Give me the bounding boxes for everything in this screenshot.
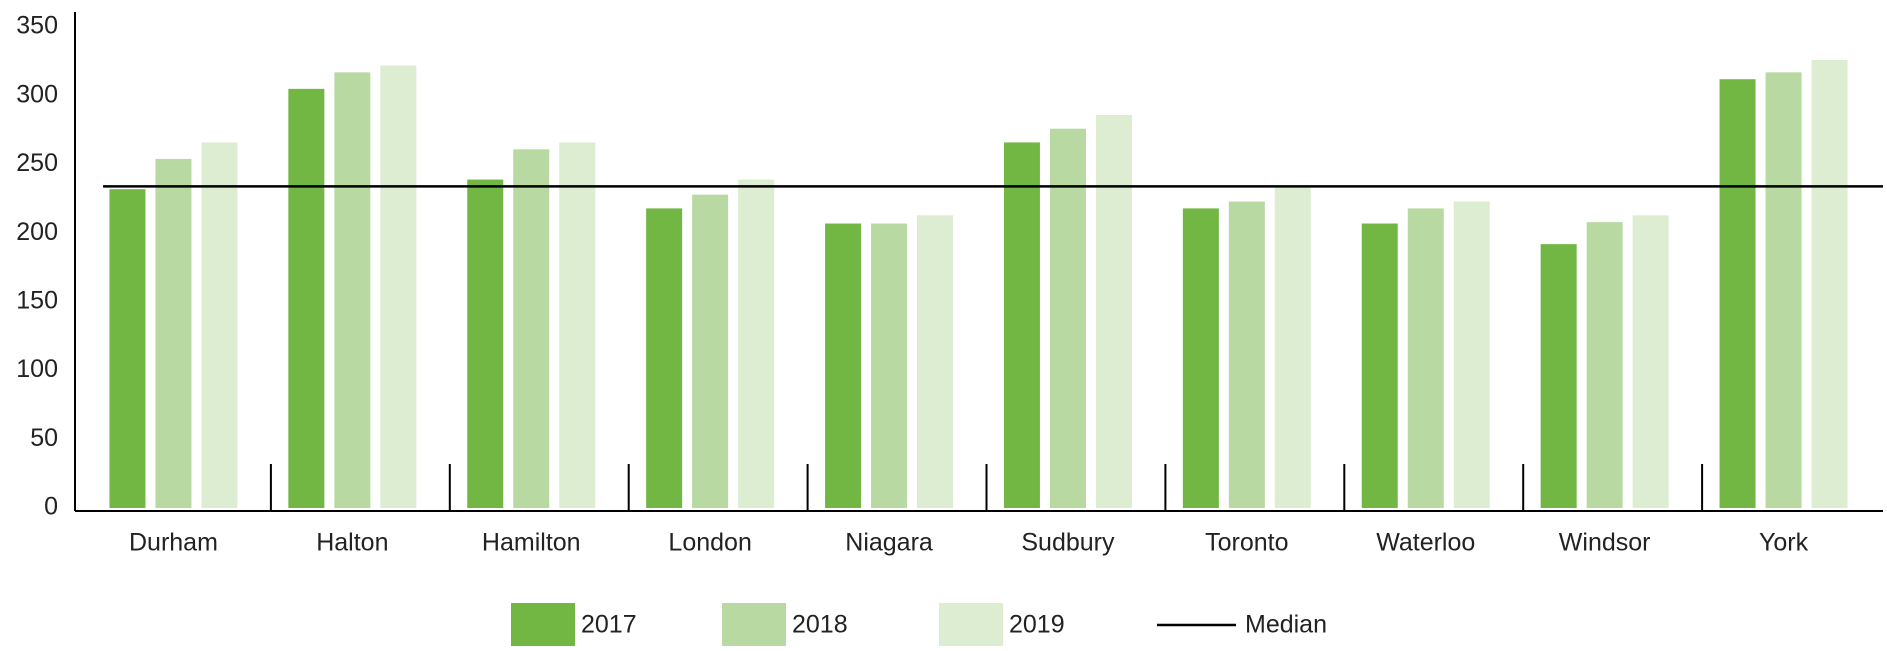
bar (467, 179, 504, 508)
bar (513, 149, 550, 508)
bar (1453, 201, 1490, 508)
legend-label: Median (1245, 611, 1327, 639)
bar (1182, 208, 1219, 509)
bar (1049, 128, 1086, 508)
y-tick-label: 250 (16, 149, 58, 177)
bar (1586, 222, 1623, 509)
legend-swatch (939, 603, 1003, 647)
y-tick-label: 50 (30, 424, 58, 452)
legend-label: 2017 (581, 611, 637, 639)
bar (738, 179, 775, 508)
bar (109, 189, 146, 508)
y-tick-label: 100 (16, 355, 58, 383)
bar (1361, 223, 1398, 508)
bar (825, 223, 862, 508)
bar (1811, 59, 1848, 509)
y-tick-label: 200 (16, 218, 58, 246)
bar (1003, 142, 1040, 508)
x-tick-label: Halton (316, 529, 388, 557)
bar (917, 215, 954, 508)
x-tick-label: York (1759, 529, 1809, 557)
bar (646, 208, 683, 509)
y-tick-label: 350 (16, 12, 58, 40)
bar (559, 142, 596, 508)
y-tick-label: 0 (44, 493, 58, 521)
x-tick-label: Niagara (845, 529, 933, 557)
bar (201, 142, 238, 508)
bar (692, 194, 729, 509)
legend-swatch (511, 603, 575, 647)
x-tick-label: Waterloo (1376, 529, 1475, 557)
bar (1540, 244, 1577, 508)
bar (871, 223, 908, 508)
bar (334, 72, 371, 508)
x-tick-label: Durham (129, 529, 218, 557)
legend-label: 2019 (1009, 611, 1065, 639)
legend-label: 2018 (792, 611, 848, 639)
x-tick-label: Windsor (1559, 529, 1651, 557)
x-tick-label: London (668, 529, 751, 557)
bar (1407, 208, 1444, 509)
bar (380, 65, 417, 508)
bar (1228, 201, 1265, 508)
y-tick-label: 300 (16, 80, 58, 108)
bar (288, 88, 325, 508)
bar (1719, 79, 1756, 509)
bar (1765, 72, 1802, 508)
bar (155, 158, 192, 508)
bar (1632, 215, 1669, 508)
x-tick-label: Sudbury (1021, 529, 1115, 557)
x-tick-label: Hamilton (482, 529, 581, 557)
bar (1095, 114, 1132, 508)
x-tick-label: Toronto (1205, 529, 1288, 557)
legend-swatch (722, 603, 786, 647)
y-tick-label: 150 (16, 286, 58, 314)
bar (1274, 186, 1311, 508)
